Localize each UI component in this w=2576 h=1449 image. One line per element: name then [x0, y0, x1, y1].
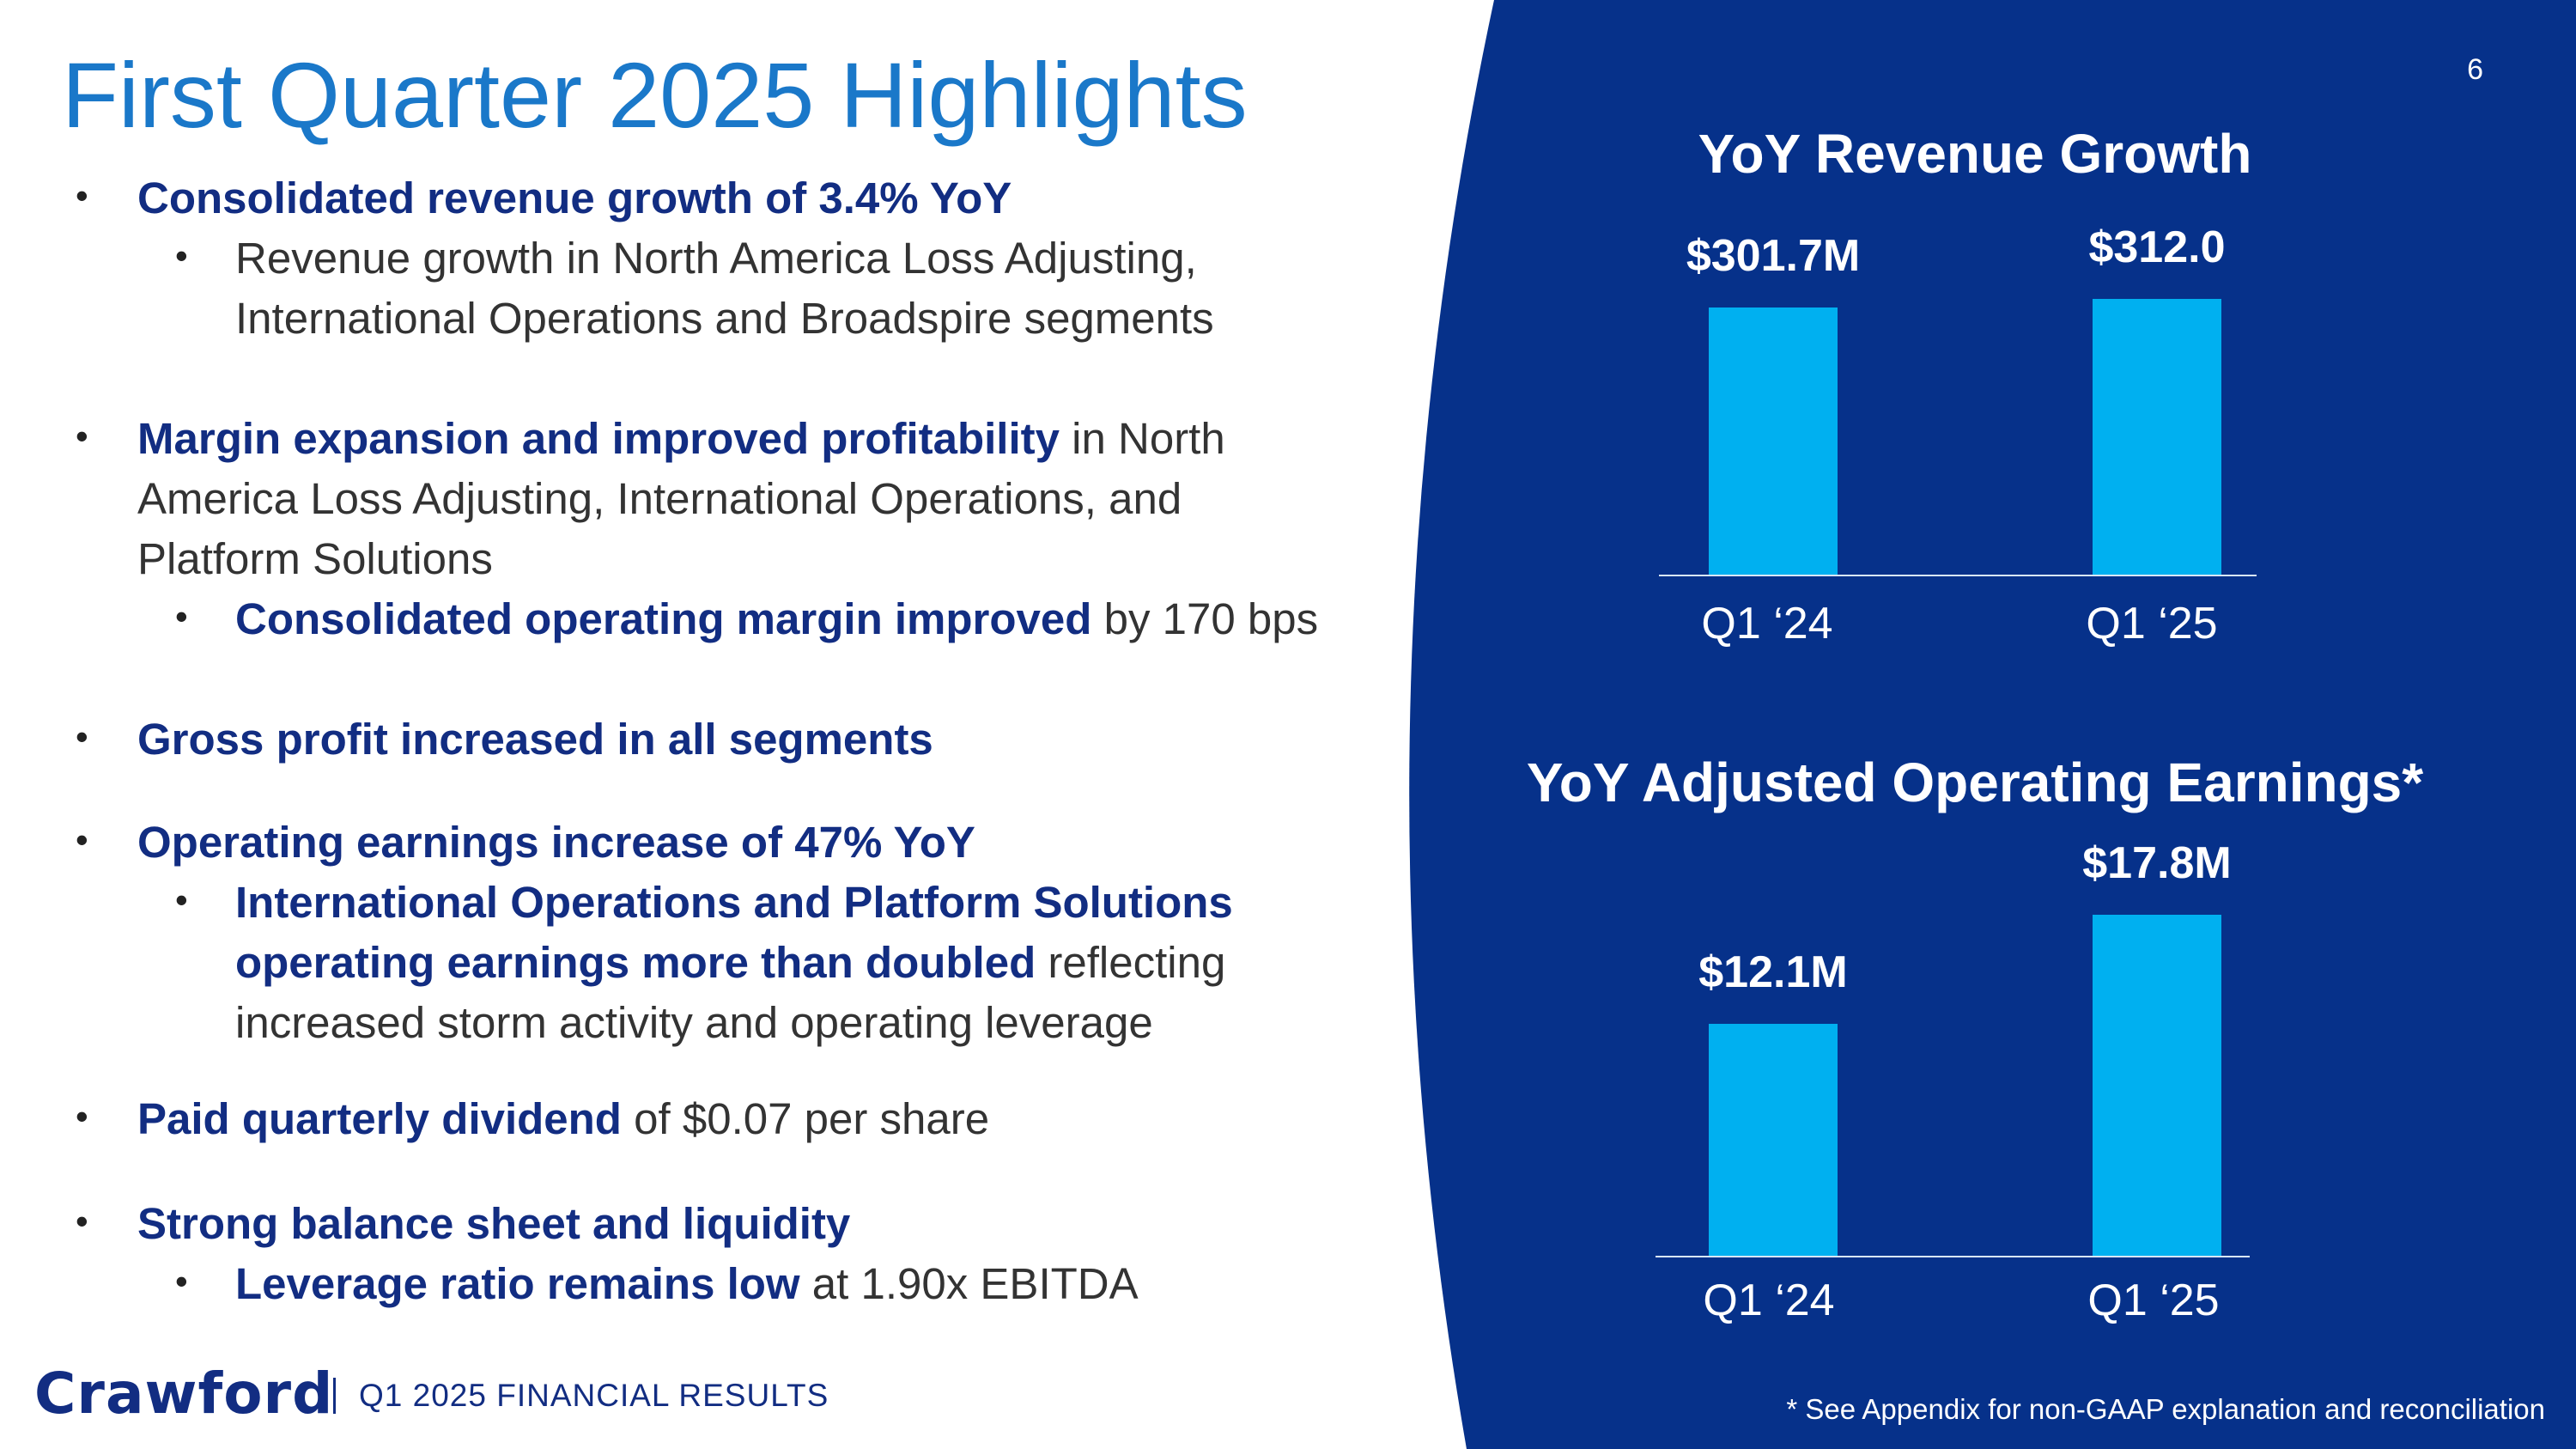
revenue-tick-q1-24: Q1 ‘24	[1701, 599, 1833, 648]
bullet-strong-text: Margin expansion and improved profitabil…	[137, 414, 1060, 463]
earnings-chart-title: YoY Adjusted Operating Earnings*	[1526, 752, 2424, 813]
bullet-dot: •	[76, 716, 88, 757]
bullet-dot: •	[76, 175, 88, 216]
footer-divider	[333, 1378, 336, 1414]
crawford-logo: Crawford	[34, 1361, 334, 1427]
navy-panel-shape	[1409, 0, 2576, 1449]
bullet-item: Revenue growth in North America Loss Adj…	[235, 228, 1386, 349]
bullet-item: Paid quarterly dividend of $0.07 per sha…	[137, 1089, 1340, 1149]
bullet-text: at 1.90x EBITDA	[799, 1259, 1139, 1308]
revenue-chart-title: YoY Revenue Growth	[1698, 123, 2252, 185]
earnings-tick-q1-25: Q1 ‘25	[2087, 1275, 2220, 1325]
bullet-item: Strong balance sheet and liquidity	[137, 1194, 1340, 1254]
revenue-x-axis	[1659, 575, 2257, 576]
earnings-data-label-q1-24: $12.1M	[1698, 947, 1848, 997]
bullet-strong-text: Leverage ratio remains low	[235, 1259, 800, 1308]
bullet-item: Gross profit increased in all segments	[137, 709, 1340, 770]
revenue-data-label-q1-25: $312.0	[2088, 222, 2226, 272]
bullet-strong-text: Operating earnings increase of 47% YoY	[137, 818, 975, 867]
earnings-data-label-q1-25: $17.8M	[2082, 838, 2232, 888]
bullet-text: by 170 bps	[1091, 594, 1319, 643]
bullet-dot: •	[76, 819, 88, 860]
page-number: 6	[2467, 53, 2483, 86]
bullet-dot: •	[175, 235, 188, 276]
bullet-text: of $0.07 per share	[621, 1094, 990, 1143]
revenue-tick-q1-25: Q1 ‘25	[2086, 599, 2218, 648]
revenue-data-label-q1-24: $301.7M	[1686, 231, 1861, 281]
earnings-bar-q1-24	[1709, 1024, 1838, 1256]
revenue-bar-q1-24	[1709, 307, 1838, 575]
bullet-dot: •	[76, 1096, 88, 1136]
bullet-item: Leverage ratio remains low at 1.90x EBIT…	[235, 1254, 1386, 1314]
bullet-item: International Operations and Platform So…	[235, 873, 1352, 1053]
revenue-bar-q1-25	[2093, 299, 2221, 575]
footer-text: Q1 2025 FINANCIAL RESULTS	[359, 1378, 829, 1413]
bullet-item: Consolidated operating margin improved b…	[235, 589, 1489, 649]
bullet-strong-text: Gross profit increased in all segments	[137, 715, 933, 764]
bullet-item: Margin expansion and improved profitabil…	[137, 409, 1340, 589]
earnings-x-axis	[1656, 1256, 2250, 1257]
page-title: First Quarter 2025 Highlights	[62, 43, 1248, 147]
bullet-text: Revenue growth in North America Loss Adj…	[235, 234, 1214, 343]
bullet-strong-text: International Operations and Platform So…	[235, 878, 1233, 987]
bullet-strong-text: Consolidated revenue growth of 3.4% YoY	[137, 174, 1012, 222]
earnings-tick-q1-24: Q1 ‘24	[1703, 1275, 1835, 1325]
bullet-dot: •	[175, 1261, 188, 1301]
bullet-strong-text: Strong balance sheet and liquidity	[137, 1199, 851, 1248]
earnings-bar-q1-25	[2093, 915, 2221, 1256]
bullet-dot: •	[175, 596, 188, 636]
non-gaap-footnote: * See Appendix for non-GAAP explanation …	[1786, 1393, 2545, 1425]
bullet-item: Operating earnings increase of 47% YoY	[137, 813, 1340, 873]
bullet-dot: •	[76, 1201, 88, 1241]
bullet-item: Consolidated revenue growth of 3.4% YoY	[137, 168, 1340, 228]
bullet-text: in North America Loss Adjusting, Interna…	[137, 414, 1225, 583]
bullet-text: reflecting increased storm activity and …	[235, 938, 1226, 1047]
bullet-dot: •	[76, 416, 88, 456]
bullet-strong-text: Paid quarterly dividend	[137, 1094, 622, 1143]
bullet-strong-text: Consolidated operating margin improved	[235, 594, 1092, 643]
bullet-dot: •	[175, 880, 188, 920]
